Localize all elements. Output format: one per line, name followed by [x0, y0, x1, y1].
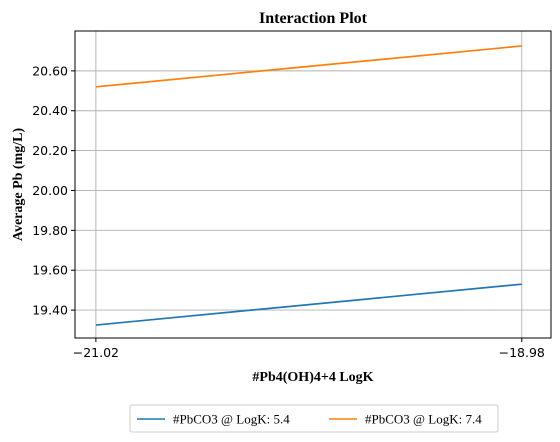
chart-title: Interaction Plot	[259, 10, 368, 27]
legend-box	[129, 404, 499, 433]
y-tick-label: 20.40	[32, 103, 68, 118]
series-lines	[95, 45, 522, 326]
y-tick-label: 20.60	[32, 63, 68, 78]
legend: #PbCO3 @ LogK: 5.4 #PbCO3 @ LogK: 7.4	[129, 404, 499, 433]
legend-label-series-2: #PbCO3 @ LogK: 7.4	[365, 412, 482, 427]
grid-lines	[75, 31, 551, 338]
plot-area-frame	[74, 30, 552, 339]
x-axis-ticks: −21.02 −18.98	[73, 338, 545, 360]
y-tick-label: 19.80	[32, 223, 68, 238]
y-axis-label: Average Pb (mg/L)	[11, 128, 26, 242]
x-tick-label: −21.02	[73, 345, 119, 360]
y-tick-label: 20.00	[32, 183, 68, 198]
y-tick-label: 20.20	[32, 143, 68, 158]
y-tick-label: 19.40	[32, 303, 68, 318]
series-line-2	[95, 45, 522, 88]
series-line-1	[95, 283, 522, 326]
x-tick-label: −18.98	[499, 345, 545, 360]
x-axis-label: #Pb4(OH)4+4 LogK	[252, 370, 373, 385]
y-axis-ticks: 19.40 19.60 19.80 20.00 20.20 20.40 20.60	[32, 63, 75, 318]
y-tick-label: 19.60	[32, 263, 68, 278]
legend-label-series-1: #PbCO3 @ LogK: 5.4	[173, 412, 290, 427]
